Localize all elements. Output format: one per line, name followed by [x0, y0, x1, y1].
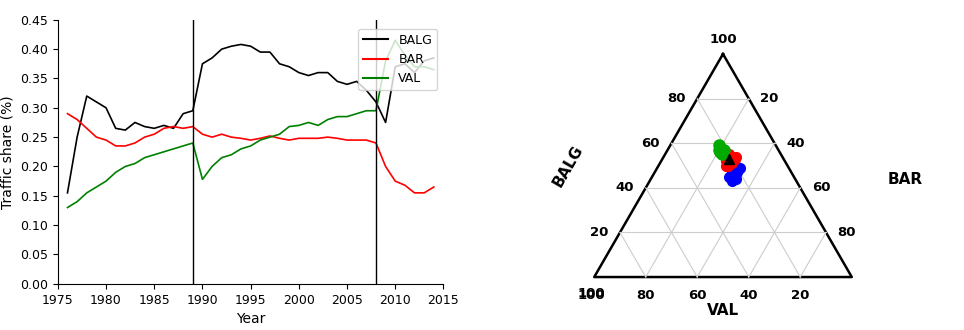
Text: 40: 40	[786, 137, 805, 150]
Legend: BALG, BAR, VAL: BALG, BAR, VAL	[359, 29, 438, 90]
Text: 20: 20	[761, 92, 779, 105]
Text: 80: 80	[636, 289, 655, 302]
Text: 40: 40	[616, 181, 634, 194]
Text: 60: 60	[688, 289, 707, 302]
Text: 20: 20	[590, 226, 608, 239]
Y-axis label: Traffic share (%): Traffic share (%)	[1, 95, 14, 209]
Text: BAR: BAR	[888, 172, 923, 187]
Text: 80: 80	[667, 92, 685, 105]
Text: 80: 80	[838, 226, 856, 239]
Text: 100: 100	[577, 289, 605, 302]
Text: 20: 20	[791, 289, 810, 302]
Text: VAL: VAL	[707, 303, 739, 318]
Text: 60: 60	[641, 137, 660, 150]
Text: 60: 60	[812, 181, 830, 194]
Text: 100: 100	[577, 287, 605, 300]
Text: 100: 100	[710, 33, 736, 46]
Text: 40: 40	[739, 289, 758, 302]
Text: BALG: BALG	[550, 143, 586, 190]
X-axis label: Year: Year	[236, 312, 265, 326]
